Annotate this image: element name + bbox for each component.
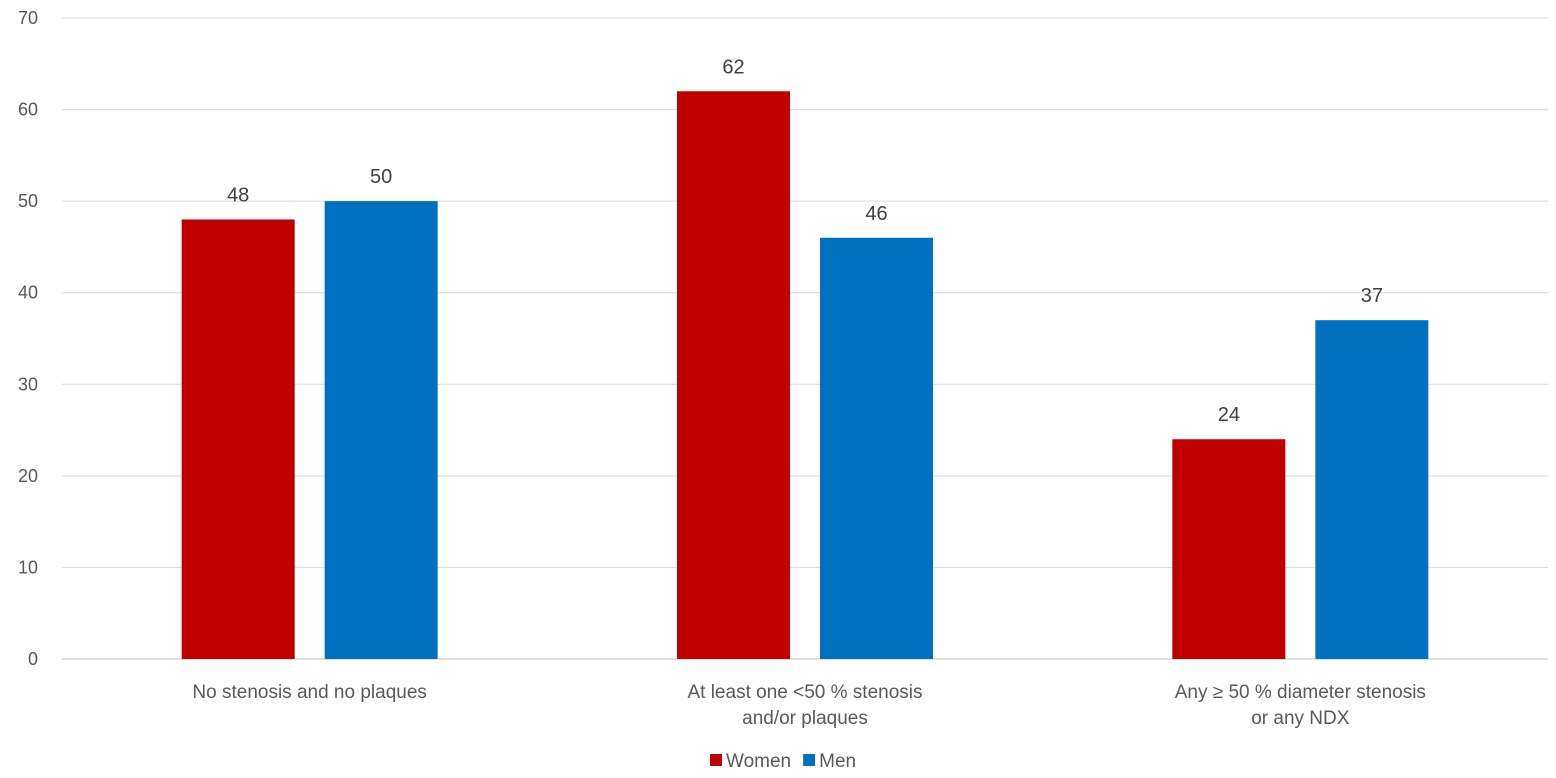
data-label: 24 bbox=[1218, 404, 1240, 426]
data-label: 62 bbox=[722, 56, 744, 78]
gridlines bbox=[62, 17, 1548, 660]
bar-men bbox=[1315, 320, 1429, 659]
data-labels: 48 50 62 46 24 37 bbox=[227, 56, 1383, 426]
category-label: and/or plaques bbox=[742, 708, 868, 729]
bar-women bbox=[181, 219, 295, 659]
y-tick-label: 60 bbox=[18, 100, 38, 120]
data-label: 37 bbox=[1361, 285, 1383, 307]
bar-women bbox=[1172, 439, 1286, 659]
y-tick-label: 70 bbox=[18, 8, 38, 28]
category-label: No stenosis and no plaques bbox=[192, 682, 427, 703]
bar-women bbox=[677, 91, 790, 659]
bars bbox=[181, 91, 1429, 659]
y-tick-label: 20 bbox=[18, 466, 38, 486]
y-tick-label: 50 bbox=[18, 191, 38, 211]
legend-label-men: Men bbox=[819, 751, 856, 772]
x-axis-categories: No stenosis and no plaques At least one <… bbox=[192, 682, 1426, 729]
legend: Women Men bbox=[710, 751, 856, 772]
data-label: 46 bbox=[865, 203, 887, 225]
y-tick-label: 40 bbox=[18, 283, 38, 303]
legend-swatch-men bbox=[803, 754, 816, 766]
y-tick-label: 0 bbox=[28, 649, 38, 669]
y-tick-label: 30 bbox=[18, 374, 38, 394]
bar-men bbox=[324, 201, 438, 659]
bar-men bbox=[820, 237, 933, 659]
legend-swatch-women bbox=[710, 754, 722, 766]
data-label: 48 bbox=[227, 184, 249, 206]
data-label: 50 bbox=[370, 166, 392, 188]
legend-label-women: Women bbox=[726, 751, 791, 772]
y-tick-label: 10 bbox=[18, 557, 38, 577]
category-label: At least one <50 % stenosis bbox=[687, 682, 922, 703]
y-axis-ticks: 0 10 20 30 40 50 60 70 bbox=[18, 8, 38, 669]
category-label: Any ≥ 50 % diameter stenosis bbox=[1175, 682, 1426, 703]
category-label: or any NDX bbox=[1251, 708, 1350, 729]
